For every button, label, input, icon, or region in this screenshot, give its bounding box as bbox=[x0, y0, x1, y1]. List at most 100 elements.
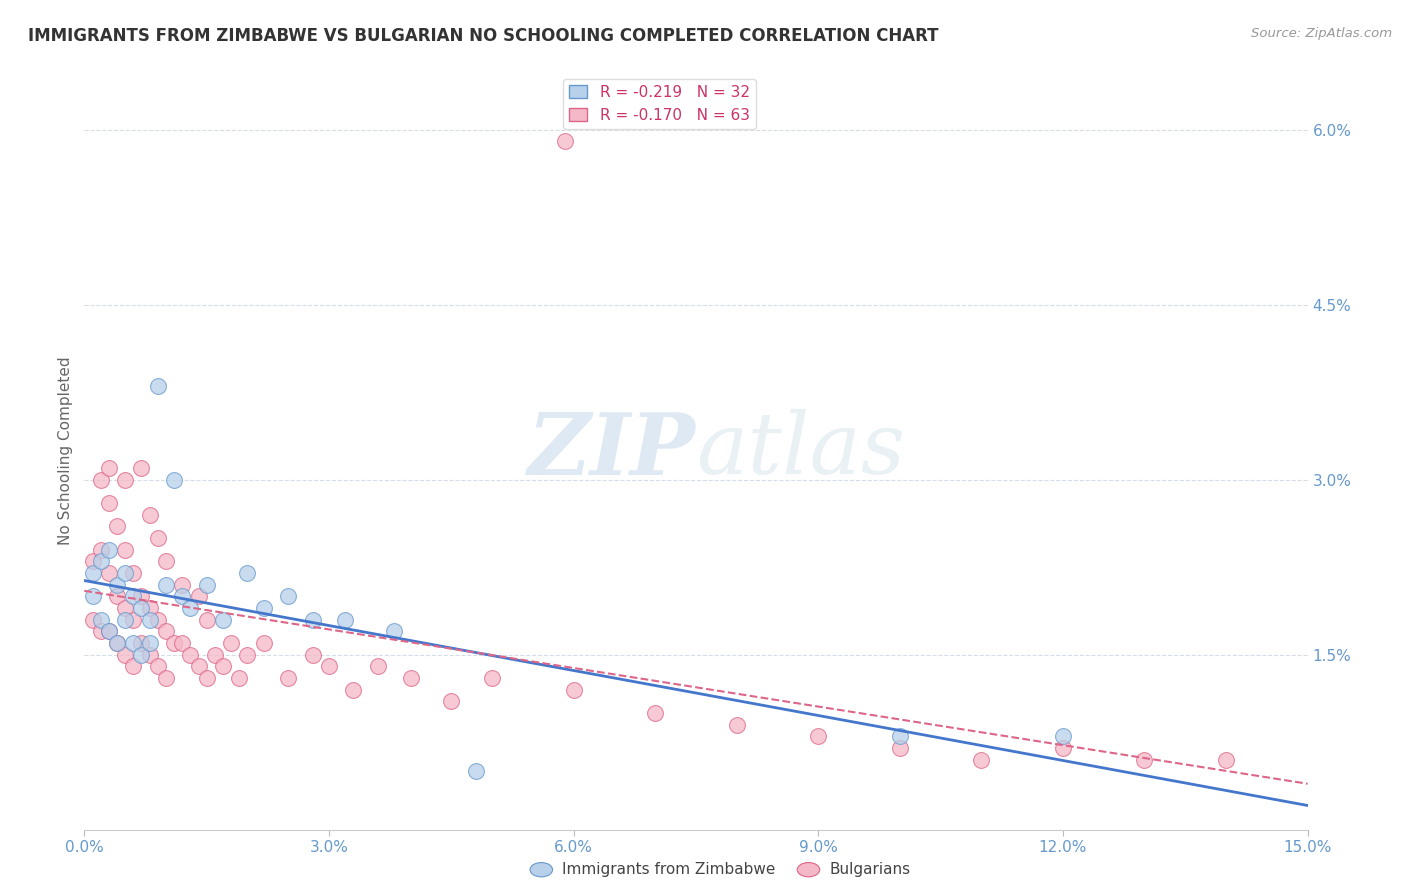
Point bbox=[554, 134, 576, 148]
Point bbox=[114, 542, 136, 557]
Point bbox=[464, 764, 486, 779]
Point bbox=[131, 589, 153, 603]
Point bbox=[172, 577, 194, 591]
Point bbox=[138, 636, 160, 650]
Point bbox=[342, 682, 364, 697]
Point bbox=[105, 589, 128, 603]
Point bbox=[82, 566, 104, 580]
Point bbox=[82, 589, 104, 603]
Point bbox=[90, 613, 112, 627]
Point bbox=[382, 624, 405, 639]
Point bbox=[399, 671, 422, 685]
Point bbox=[179, 601, 201, 615]
Point bbox=[204, 648, 226, 662]
Point bbox=[105, 636, 128, 650]
Point bbox=[318, 659, 340, 673]
Text: Immigrants from Zimbabwe: Immigrants from Zimbabwe bbox=[562, 863, 776, 877]
Point bbox=[97, 496, 120, 510]
Text: IMMIGRANTS FROM ZIMBABWE VS BULGARIAN NO SCHOOLING COMPLETED CORRELATION CHART: IMMIGRANTS FROM ZIMBABWE VS BULGARIAN NO… bbox=[28, 27, 939, 45]
Point bbox=[90, 473, 112, 487]
Point bbox=[82, 554, 104, 568]
Point bbox=[725, 717, 748, 731]
Point bbox=[236, 566, 259, 580]
Point bbox=[97, 566, 120, 580]
Point bbox=[146, 659, 169, 673]
Point bbox=[970, 753, 993, 767]
Point bbox=[219, 636, 242, 650]
Point bbox=[367, 659, 389, 673]
Text: Bulgarians: Bulgarians bbox=[830, 863, 911, 877]
Point bbox=[155, 554, 177, 568]
Point bbox=[131, 461, 153, 475]
Point bbox=[114, 613, 136, 627]
Text: atlas: atlas bbox=[696, 409, 905, 491]
Point bbox=[335, 613, 357, 627]
Point bbox=[253, 601, 276, 615]
Point bbox=[138, 508, 160, 522]
Point bbox=[138, 601, 160, 615]
Point bbox=[1215, 753, 1237, 767]
Point bbox=[228, 671, 250, 685]
Legend: R = -0.219   N = 32, R = -0.170   N = 63: R = -0.219 N = 32, R = -0.170 N = 63 bbox=[562, 79, 755, 128]
Point bbox=[481, 671, 503, 685]
Point bbox=[236, 648, 259, 662]
Point bbox=[1133, 753, 1156, 767]
Point bbox=[195, 577, 218, 591]
Point bbox=[105, 519, 128, 533]
Point bbox=[179, 648, 201, 662]
Point bbox=[889, 729, 911, 743]
Text: Source: ZipAtlas.com: Source: ZipAtlas.com bbox=[1251, 27, 1392, 40]
Point bbox=[114, 473, 136, 487]
Point bbox=[105, 636, 128, 650]
Point bbox=[122, 659, 145, 673]
Point bbox=[212, 613, 235, 627]
Point bbox=[301, 648, 323, 662]
Point bbox=[163, 473, 186, 487]
Point bbox=[440, 694, 463, 708]
Point bbox=[155, 671, 177, 685]
Point bbox=[195, 671, 218, 685]
Point bbox=[122, 613, 145, 627]
Point bbox=[146, 531, 169, 545]
Point bbox=[97, 624, 120, 639]
Point bbox=[138, 648, 160, 662]
Point bbox=[163, 636, 186, 650]
Point bbox=[644, 706, 666, 720]
Point bbox=[114, 601, 136, 615]
Point bbox=[131, 648, 153, 662]
Point bbox=[155, 624, 177, 639]
Point bbox=[90, 542, 112, 557]
Point bbox=[90, 554, 112, 568]
Point bbox=[122, 636, 145, 650]
Point bbox=[172, 589, 194, 603]
Point bbox=[90, 624, 112, 639]
Point bbox=[122, 589, 145, 603]
Point bbox=[82, 613, 104, 627]
Point bbox=[97, 461, 120, 475]
Point bbox=[114, 648, 136, 662]
Point bbox=[122, 566, 145, 580]
Point bbox=[138, 613, 160, 627]
Point bbox=[187, 659, 209, 673]
Point bbox=[97, 542, 120, 557]
Point bbox=[212, 659, 235, 673]
Point bbox=[131, 636, 153, 650]
Point bbox=[1052, 740, 1074, 755]
Point bbox=[195, 613, 218, 627]
Point bbox=[105, 577, 128, 591]
Point bbox=[889, 740, 911, 755]
Point bbox=[1052, 729, 1074, 743]
Text: ZIP: ZIP bbox=[529, 409, 696, 492]
Point bbox=[114, 566, 136, 580]
Point bbox=[187, 589, 209, 603]
Point bbox=[146, 613, 169, 627]
Point bbox=[97, 624, 120, 639]
Point bbox=[172, 636, 194, 650]
Point bbox=[155, 577, 177, 591]
Point bbox=[277, 671, 299, 685]
Point bbox=[277, 589, 299, 603]
Point bbox=[807, 729, 830, 743]
Point bbox=[562, 682, 585, 697]
Point bbox=[146, 379, 169, 393]
Point bbox=[301, 613, 323, 627]
